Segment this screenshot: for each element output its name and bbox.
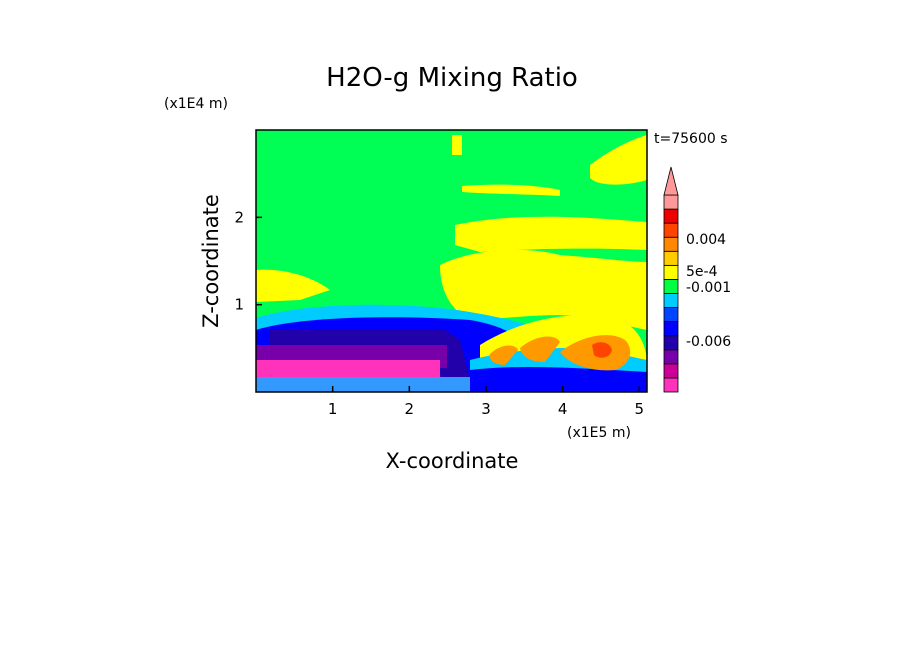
colorbar-swatch bbox=[663, 377, 679, 393]
storm-red-core bbox=[592, 342, 612, 358]
colorbar-swatch bbox=[663, 293, 679, 308]
colorbar-swatch bbox=[663, 363, 679, 379]
storm-orange-3 bbox=[489, 345, 518, 365]
moist-top-spot bbox=[452, 135, 462, 155]
surface-noise-band bbox=[256, 377, 470, 392]
colorbar-extend-arrow bbox=[663, 166, 679, 196]
colorbar-swatch bbox=[663, 279, 679, 294]
moist-top-right bbox=[590, 135, 647, 185]
colorbar-label-2: -0.001 bbox=[686, 280, 731, 296]
colorbar-swatch bbox=[663, 321, 679, 337]
time-label: t=75600 s bbox=[654, 131, 728, 147]
colorbar-swatch bbox=[663, 236, 679, 252]
x-tick-label: 3 bbox=[481, 400, 491, 418]
y-tick-label: 2 bbox=[234, 208, 244, 226]
colorbar-swatch bbox=[663, 194, 679, 210]
colorbar-label-0: 0.004 bbox=[686, 232, 726, 248]
colorbar-swatch bbox=[663, 264, 679, 280]
colorbar bbox=[663, 166, 679, 393]
plot-area bbox=[255, 129, 648, 393]
storm-blue bbox=[470, 366, 647, 392]
x-tick-label: 1 bbox=[328, 400, 338, 418]
plot-frame bbox=[255, 129, 648, 393]
x-tick-label: 2 bbox=[405, 400, 415, 418]
y-tick-label: 1 bbox=[234, 296, 244, 314]
x-axis: 1 2 3 4 5 bbox=[328, 386, 644, 418]
x-tick-label: 5 bbox=[635, 400, 645, 418]
colorbar-swatch bbox=[663, 250, 679, 266]
low-magenta-layer bbox=[256, 360, 440, 377]
x-tick-label: 4 bbox=[558, 400, 568, 418]
moist-band-layer1 bbox=[455, 216, 647, 252]
moist-left-edge bbox=[256, 269, 330, 302]
y-axis: 12 bbox=[234, 208, 262, 314]
storm-orange-2 bbox=[520, 336, 560, 362]
colorbar-swatch bbox=[663, 208, 679, 224]
moist-band-layer2 bbox=[462, 184, 560, 196]
y-scale-label: (x1E4 m) bbox=[164, 96, 228, 112]
y-axis-label: Z-coordinate bbox=[199, 194, 223, 328]
colorbar-swatch bbox=[663, 349, 679, 365]
colorbar-swatch bbox=[663, 307, 679, 323]
colorbar-label-1: 5e-4 bbox=[686, 264, 718, 280]
chart-title: H2O-g Mixing Ratio bbox=[326, 63, 578, 93]
colorbar-swatch bbox=[663, 335, 679, 351]
moist-region-upper bbox=[440, 249, 647, 330]
colorbar-label-3: -0.006 bbox=[686, 334, 731, 350]
colorbar-swatch bbox=[663, 222, 679, 238]
x-axis-label: X-coordinate bbox=[386, 449, 519, 473]
x-scale-label: (x1E5 m) bbox=[567, 425, 631, 441]
